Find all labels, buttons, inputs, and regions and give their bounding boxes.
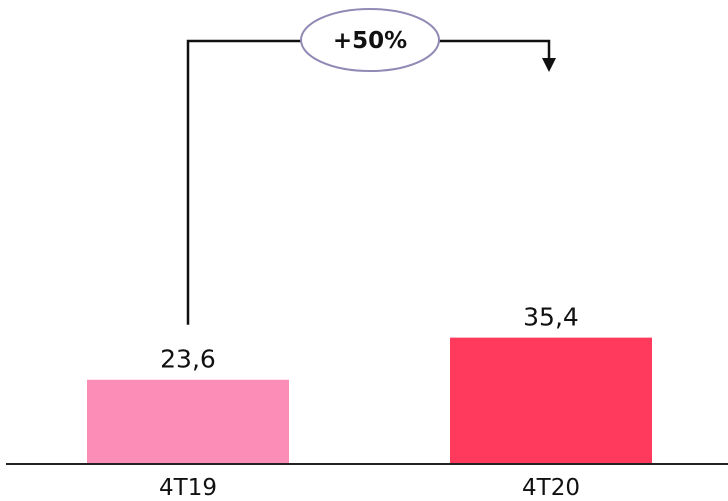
- growth-badge-text: +50%: [333, 28, 407, 54]
- growth-arrowhead-icon: [542, 58, 556, 72]
- growth-annotation: +50%: [186, 8, 556, 325]
- growth-badge-ellipse: [300, 8, 440, 72]
- growth-connector-line: [186, 39, 551, 325]
- x-tick-label-4t19: 4T19: [159, 475, 217, 501]
- labels-layer: 23,6 35,4 4T19 4T20: [159, 303, 580, 501]
- bar-4t20: [450, 337, 652, 464]
- value-label-4t20: 35,4: [523, 303, 579, 332]
- value-label-4t19: 23,6: [160, 345, 216, 374]
- x-tick-label-4t20: 4T20: [522, 475, 580, 501]
- bars-layer: [87, 337, 652, 464]
- bar-4t19: [87, 379, 289, 464]
